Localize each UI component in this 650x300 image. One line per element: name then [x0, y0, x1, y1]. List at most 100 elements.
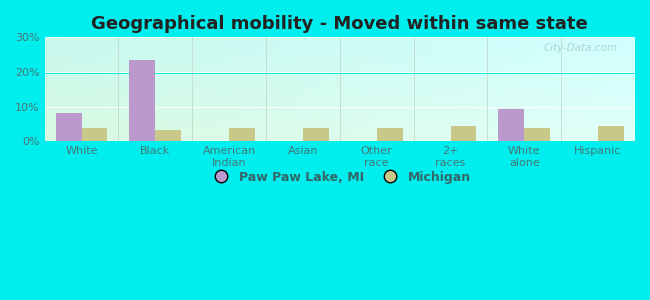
Bar — [614, 131, 621, 132]
Bar — [495, 43, 502, 44]
Bar — [227, 70, 233, 71]
Bar — [322, 124, 329, 125]
Bar — [203, 67, 209, 68]
Bar — [209, 111, 215, 112]
Bar — [197, 48, 203, 50]
Bar — [596, 102, 603, 103]
Bar — [489, 103, 495, 104]
Bar — [322, 65, 329, 66]
Bar — [322, 62, 329, 63]
Bar — [47, 57, 54, 58]
Bar — [346, 101, 352, 102]
Bar — [489, 90, 495, 91]
Bar — [328, 37, 335, 38]
Bar — [227, 106, 233, 107]
Bar — [626, 134, 632, 135]
Bar — [47, 125, 54, 126]
Bar — [304, 47, 311, 48]
Bar — [549, 104, 555, 105]
Bar — [543, 61, 549, 62]
Bar — [310, 132, 317, 133]
Bar — [596, 70, 603, 71]
Bar — [155, 40, 162, 41]
Bar — [596, 39, 603, 40]
Bar — [453, 62, 460, 63]
Bar — [119, 129, 126, 130]
Bar — [573, 110, 579, 111]
Bar — [233, 122, 239, 123]
Bar — [370, 132, 376, 133]
Bar — [578, 70, 585, 71]
Bar — [268, 84, 275, 85]
Bar — [280, 103, 287, 104]
Bar — [161, 60, 168, 61]
Bar — [131, 80, 138, 81]
Bar — [233, 68, 239, 69]
Bar — [578, 97, 585, 98]
Bar — [554, 111, 561, 112]
Bar — [197, 122, 203, 123]
Bar — [190, 125, 198, 126]
Bar — [137, 54, 144, 55]
Bar — [543, 130, 549, 131]
Bar — [417, 63, 424, 64]
Bar — [519, 87, 525, 88]
Bar — [632, 56, 639, 57]
Bar — [530, 84, 538, 85]
Bar — [274, 64, 281, 65]
Bar — [107, 118, 114, 120]
Bar — [501, 50, 508, 52]
Bar — [233, 113, 239, 114]
Bar — [501, 101, 508, 102]
Bar — [554, 129, 561, 130]
Bar — [573, 122, 579, 123]
Bar — [137, 63, 144, 64]
Bar — [179, 88, 185, 89]
Bar — [250, 111, 257, 112]
Bar — [161, 132, 168, 133]
Bar — [233, 45, 239, 46]
Bar — [298, 127, 305, 128]
Bar — [53, 79, 60, 80]
Bar — [322, 45, 329, 46]
Bar — [143, 84, 150, 85]
Bar — [256, 93, 263, 94]
Bar — [578, 73, 585, 74]
Bar — [423, 54, 430, 55]
Bar — [543, 137, 549, 139]
Bar — [614, 47, 621, 48]
Bar — [519, 107, 525, 108]
Bar — [42, 90, 48, 91]
Bar — [429, 57, 436, 58]
Bar — [393, 48, 400, 50]
Bar — [244, 62, 251, 63]
Bar — [298, 109, 305, 110]
Bar — [96, 60, 102, 61]
Bar — [549, 100, 555, 101]
Bar — [274, 97, 281, 98]
Bar — [185, 141, 192, 142]
Bar — [119, 109, 126, 110]
Bar — [489, 130, 495, 131]
Bar — [459, 89, 466, 90]
Bar — [125, 79, 132, 80]
Bar — [89, 43, 96, 44]
Bar — [185, 80, 192, 81]
Bar — [483, 54, 489, 55]
Bar — [340, 109, 346, 110]
Bar — [423, 43, 430, 44]
Bar — [334, 140, 341, 141]
Bar — [185, 90, 192, 91]
Bar — [161, 91, 168, 92]
Bar — [441, 131, 448, 132]
Bar — [549, 82, 555, 83]
Bar — [393, 45, 400, 46]
Bar — [203, 126, 209, 127]
Bar — [137, 68, 144, 69]
Bar — [173, 68, 179, 69]
Bar — [513, 112, 519, 113]
Bar — [197, 126, 203, 127]
Bar — [578, 42, 585, 43]
Bar — [489, 81, 495, 82]
Bar — [453, 43, 460, 44]
